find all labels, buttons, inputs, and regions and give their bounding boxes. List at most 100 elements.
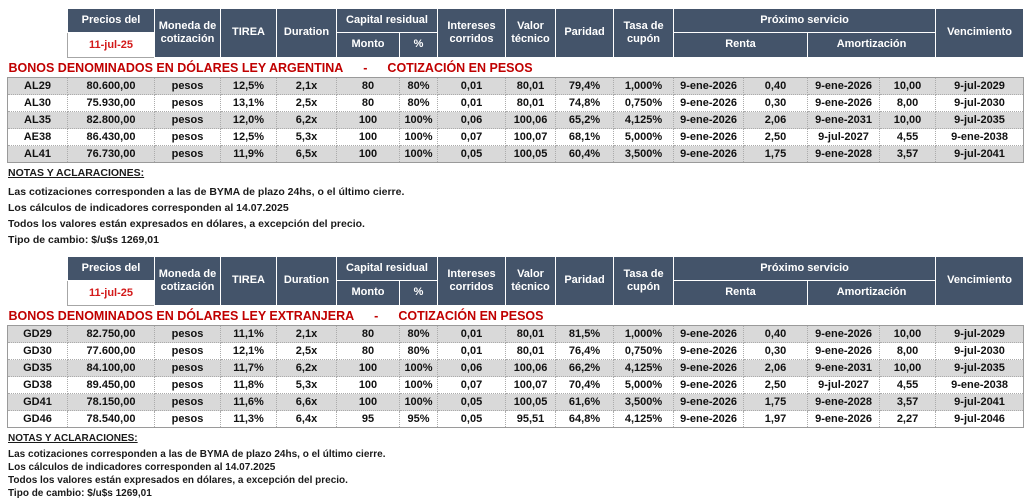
cell: 0,750% bbox=[613, 342, 675, 360]
cell: 10,00 bbox=[879, 111, 937, 129]
col-header-paridad: Paridad bbox=[555, 8, 615, 58]
cell: 76.730,00 bbox=[67, 145, 155, 163]
notes-line: Todos los valores están expresados en dó… bbox=[8, 218, 365, 230]
cell: 0,01 bbox=[437, 94, 507, 112]
col-header-duration: Duration bbox=[276, 8, 337, 58]
notes-line: Los cálculos de indicadores corresponden… bbox=[8, 462, 276, 473]
cell: 13,1% bbox=[220, 94, 277, 112]
col-header-amortizacion: Amortización bbox=[807, 32, 937, 58]
cell: 9-ene-2038 bbox=[935, 128, 1024, 146]
cell: 0,40 bbox=[743, 77, 809, 95]
bond-ticker: GD46 bbox=[7, 410, 68, 428]
cell: 80,01 bbox=[505, 94, 557, 112]
bond-row: AL29 80.600,00 pesos 12,5% 2,1x 80 80% 0,01 80,0… bbox=[7, 77, 1024, 95]
cell: 10,00 bbox=[879, 325, 937, 343]
cell: 80,01 bbox=[505, 325, 557, 343]
cell: 4,55 bbox=[879, 128, 937, 146]
cell: pesos bbox=[154, 376, 221, 394]
notes-line: Tipo de cambio: $/u$s 1269,01 bbox=[8, 234, 159, 246]
bond-row: AL30 75.930,00 pesos 13,1% 2,5x 80 80% 0,01 80,0… bbox=[7, 94, 1024, 112]
cell: 9-ene-2026 bbox=[807, 94, 881, 112]
section-title: BONOS DENOMINADOS EN DÓLARES LEY ARGENTI… bbox=[7, 57, 1024, 78]
col-header-valor-tecnico: Valor técnico bbox=[505, 8, 557, 58]
cell: 74,8% bbox=[555, 94, 615, 112]
cell: 5,3x bbox=[276, 128, 337, 146]
cell: 100,06 bbox=[505, 359, 557, 377]
notes-heading: NOTAS Y ACLARACIONES: bbox=[8, 167, 145, 179]
col-header-moneda: Moneda de cotización bbox=[154, 8, 221, 58]
cell: 80,01 bbox=[505, 342, 557, 360]
cell: 100% bbox=[398, 111, 439, 129]
cell: 6,2x bbox=[276, 111, 337, 129]
cell: 2,27 bbox=[879, 410, 937, 428]
cell: 6,6x bbox=[276, 393, 337, 411]
col-header-renta: Renta bbox=[673, 32, 809, 58]
table-header: Precios del Moneda de cotización TIREA D… bbox=[7, 8, 1024, 78]
cell: 12,5% bbox=[220, 77, 277, 95]
cell: 9-jul-2027 bbox=[807, 128, 881, 146]
col-header-pct: % bbox=[398, 280, 439, 306]
bond-ticker: GD38 bbox=[7, 376, 68, 394]
cell: 76,4% bbox=[555, 342, 615, 360]
notes-block: NOTAS Y ACLARACIONES: Las cotizaciones c… bbox=[8, 167, 1024, 248]
cell: 5,3x bbox=[276, 376, 337, 394]
cell: 6,2x bbox=[276, 359, 337, 377]
section-title-left: BONOS DENOMINADOS EN DÓLARES LEY EXTRANJ… bbox=[8, 309, 355, 323]
header-spacer bbox=[8, 257, 68, 281]
cell: 100,05 bbox=[505, 393, 557, 411]
cell: 9-ene-2026 bbox=[673, 393, 745, 411]
cell: 0,05 bbox=[437, 145, 507, 163]
col-header-capital-residual: Capital residual bbox=[335, 256, 439, 281]
bond-ticker: GD35 bbox=[7, 359, 68, 377]
cell: pesos bbox=[154, 145, 221, 163]
cell: 1,75 bbox=[743, 145, 809, 163]
cell: 9-jul-2041 bbox=[935, 145, 1024, 163]
bond-ticker: GD41 bbox=[7, 393, 68, 411]
cell: 0,30 bbox=[743, 94, 809, 112]
cell: pesos bbox=[154, 111, 221, 129]
notes-line: Las cotizaciones corresponden a las de B… bbox=[8, 186, 405, 198]
cell: 64,8% bbox=[555, 410, 615, 428]
cell: 78.540,00 bbox=[67, 410, 155, 428]
cell: 1,97 bbox=[743, 410, 809, 428]
cell: 80,01 bbox=[505, 77, 557, 95]
cell: pesos bbox=[154, 342, 221, 360]
notes-line: Todos los valores están expresados en dó… bbox=[8, 475, 348, 486]
col-header-renta: Renta bbox=[673, 280, 809, 306]
cell: 9-ene-2031 bbox=[807, 359, 881, 377]
cell: 80% bbox=[398, 342, 439, 360]
cell: 82.750,00 bbox=[67, 325, 155, 343]
cell: 95,51 bbox=[505, 410, 557, 428]
cell: 100% bbox=[398, 145, 439, 163]
cell: 3,57 bbox=[879, 145, 937, 163]
col-header-amortizacion: Amortización bbox=[807, 280, 937, 306]
cell: 9-ene-2026 bbox=[807, 410, 881, 428]
col-header-proximo-servicio: Próximo servicio bbox=[673, 256, 937, 281]
cell: 100% bbox=[398, 393, 439, 411]
cell: 2,1x bbox=[276, 325, 337, 343]
col-header-pct: % bbox=[398, 32, 439, 58]
cell: pesos bbox=[154, 393, 221, 411]
cell: 0,01 bbox=[437, 77, 507, 95]
col-header-tasa-cupon: Tasa de cupón bbox=[613, 8, 675, 58]
cell: 0,40 bbox=[743, 325, 809, 343]
cell: 8,00 bbox=[879, 342, 937, 360]
table-body: GD29 82.750,00 pesos 11,1% 2,1x 80 80% 0,01 80,0… bbox=[7, 325, 1024, 428]
cell: 100% bbox=[398, 359, 439, 377]
col-header-valor-tecnico: Valor técnico bbox=[505, 256, 557, 306]
notes-line: Tipo de cambio: $/u$s 1269,01 bbox=[8, 488, 152, 499]
bonds-table-extranjera: Precios del Moneda de cotización TIREA D… bbox=[7, 256, 1024, 428]
cell: 2,5x bbox=[276, 342, 337, 360]
cell: 80% bbox=[398, 77, 439, 95]
col-header-vencimiento: Vencimiento bbox=[935, 256, 1024, 306]
cell: 100 bbox=[336, 145, 400, 163]
cell: 70,4% bbox=[555, 376, 615, 394]
section-title-separator: - bbox=[363, 61, 368, 75]
cell: 77.600,00 bbox=[67, 342, 155, 360]
cell: 9-ene-2026 bbox=[673, 410, 745, 428]
header-spacer bbox=[8, 281, 68, 306]
cell: 60,4% bbox=[555, 145, 615, 163]
cell: 0,01 bbox=[437, 342, 507, 360]
table-body: AL29 80.600,00 pesos 12,5% 2,1x 80 80% 0,01 80,0… bbox=[7, 77, 1024, 163]
cell: 11,7% bbox=[220, 359, 277, 377]
